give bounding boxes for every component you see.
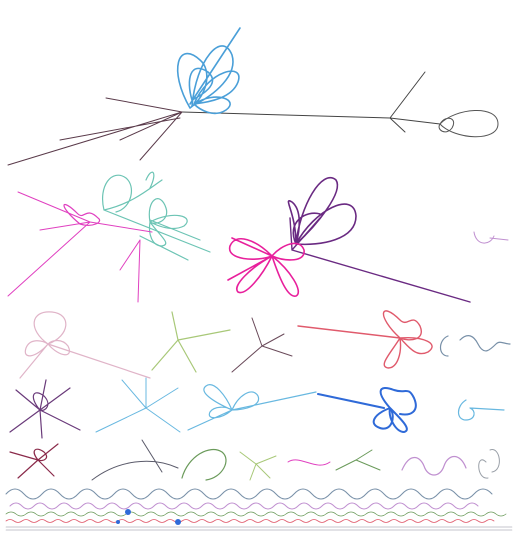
green-branch-1 bbox=[151, 311, 231, 373]
tree-fragment-right bbox=[473, 231, 509, 244]
light-blue-curl bbox=[457, 399, 505, 421]
green-branch-2 bbox=[239, 451, 277, 481]
tree-drawing-purple bbox=[227, 177, 471, 303]
plum-flower bbox=[9, 379, 81, 439]
strip-row-4 bbox=[5, 519, 495, 523]
tree-teal-trunk bbox=[102, 171, 211, 261]
green-branch-3 bbox=[335, 449, 381, 471]
olive-loop bbox=[181, 448, 227, 481]
tree-magenta-loops bbox=[63, 204, 101, 226]
strip-dot-1 bbox=[125, 509, 131, 515]
row-four-drawings bbox=[9, 377, 505, 439]
coral-flower bbox=[297, 310, 433, 369]
row-five-drawings bbox=[9, 439, 500, 481]
strip-dot-3 bbox=[116, 520, 120, 524]
tree-top-flower bbox=[176, 27, 241, 115]
strip-row-5 bbox=[5, 526, 513, 531]
tree-drawing-top bbox=[7, 27, 499, 166]
lavender-wave bbox=[401, 455, 467, 476]
blue-gray-squiggle bbox=[439, 335, 511, 357]
tree-top-left-branches bbox=[7, 97, 183, 166]
tree-top-right-loop bbox=[438, 110, 499, 138]
strip-row-1 bbox=[5, 488, 493, 500]
light-blue-loops bbox=[187, 384, 317, 431]
pink-wave bbox=[287, 459, 331, 466]
tree-drawing-teal bbox=[7, 171, 211, 303]
tree-purple-flower bbox=[287, 177, 357, 246]
gray-branch-1 bbox=[231, 317, 293, 373]
dark-branch-arc bbox=[91, 439, 179, 481]
strip-row-2 bbox=[9, 502, 479, 510]
gray-curl bbox=[478, 449, 500, 479]
pink-loop-flower bbox=[19, 311, 151, 379]
tree-pink-flower bbox=[227, 237, 305, 297]
tree-magenta-branches bbox=[7, 191, 153, 303]
row-three-drawings bbox=[19, 310, 511, 379]
light-blue-branch bbox=[95, 377, 181, 433]
royal-blue-knot bbox=[317, 387, 417, 433]
tree-teal-flower bbox=[148, 198, 188, 247]
strip-dot-2 bbox=[175, 519, 181, 525]
strip-row-3 bbox=[5, 511, 507, 517]
tree-top-trunk bbox=[181, 71, 441, 133]
tree-purple-trunk bbox=[289, 217, 471, 303]
squiggle-strips bbox=[5, 488, 513, 531]
maroon-branch bbox=[9, 443, 59, 479]
